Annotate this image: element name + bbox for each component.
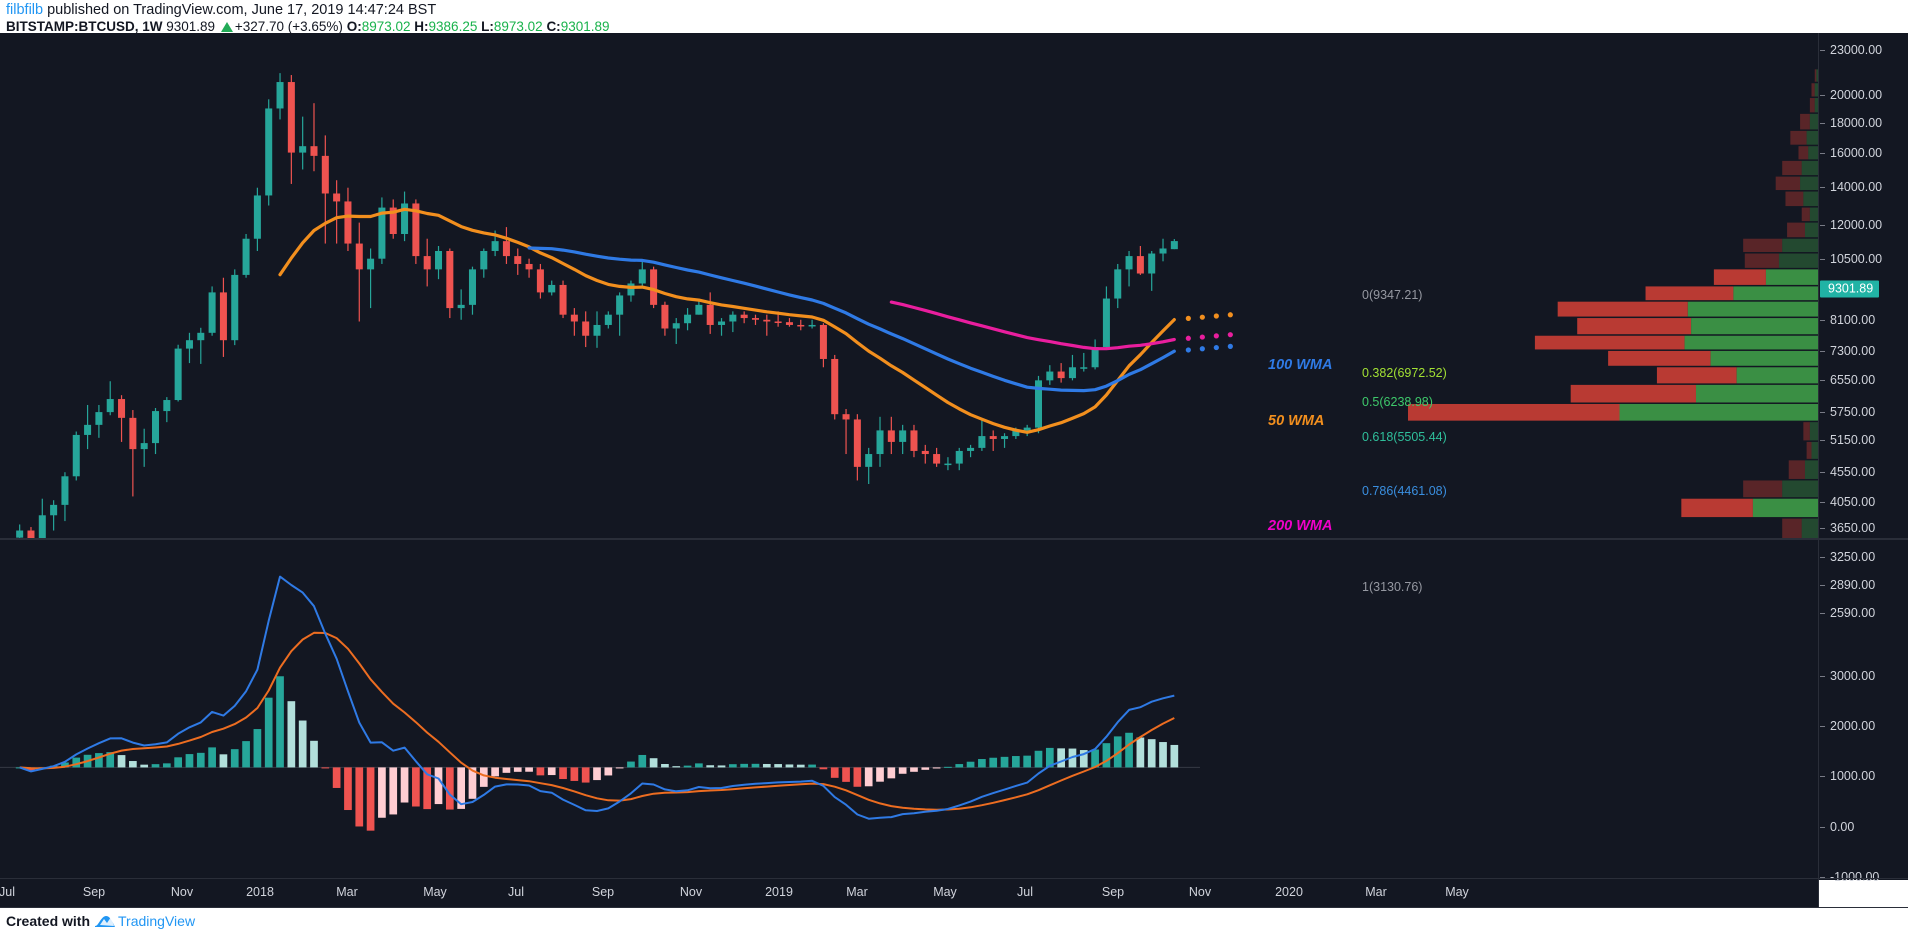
publication-line: filbfilb published on TradingView.com, J… — [6, 2, 436, 18]
symbol-quote-line: BITSTAMP:BTCUSD, 1W 9301.89 +327.70 (+3.… — [6, 19, 610, 34]
time-axis-tick: Jul — [1017, 885, 1033, 899]
price-change: +327.70 (+3.65%) — [234, 19, 343, 34]
macd-axis-tick: 0.00 — [1820, 820, 1854, 834]
price-axis-tick: 18000.00 — [1820, 116, 1882, 130]
time-axis-tick: May — [423, 885, 447, 899]
time-axis-tick: Mar — [1365, 885, 1387, 899]
price-axis-tick: 5150.00 — [1820, 433, 1875, 447]
time-axis-tick: Nov — [679, 885, 703, 899]
fib-level-label: 0.382(6972.52) — [1362, 366, 1447, 380]
chart-header: filbfilb published on TradingView.com, J… — [0, 0, 1908, 34]
price-axis-tick: 6550.00 — [1820, 373, 1875, 387]
fib-level-label: 0(9347.21) — [1362, 288, 1423, 302]
time-axis-tick: Sep — [82, 885, 106, 899]
high-value: 9386.25 — [428, 19, 478, 34]
time-axis-tick: Sep — [591, 885, 615, 899]
footer-credit: Created with TradingView — [6, 913, 195, 930]
price-pane[interactable] — [0, 33, 1818, 538]
time-axis-tick: May — [933, 885, 957, 899]
close-value: 9301.89 — [560, 19, 610, 34]
pane-separator — [0, 878, 1908, 879]
triangle-up-icon — [220, 22, 233, 32]
price-axis-tick: 5750.00 — [1820, 405, 1875, 419]
price-axis-tick: 10500.00 — [1820, 252, 1882, 266]
price-axis-tick: 4550.00 — [1820, 465, 1875, 479]
macd-pane[interactable] — [0, 540, 1818, 880]
open-key: O: — [346, 19, 362, 34]
tradingview-brand[interactable]: TradingView — [118, 913, 196, 929]
fib-level-label: 0.618(5505.44) — [1362, 430, 1447, 444]
price-axis-tick: 23000.00 — [1820, 43, 1882, 57]
current-price-badge[interactable]: 9301.89 — [1820, 280, 1880, 298]
created-with-label: Created with — [6, 913, 91, 929]
price-axis-tick: 14000.00 — [1820, 180, 1882, 194]
time-axis[interactable]: Jul Sep Nov 2018 Mar May Jul Sep Nov 2019 Mar May Ju… — [0, 880, 1818, 908]
price-axis-tick: 2890.00 — [1820, 578, 1875, 592]
price-axis-tick: 16000.00 — [1820, 146, 1882, 160]
time-axis-tick: Nov — [1188, 885, 1212, 899]
volume-profile — [1408, 69, 1818, 538]
price-axis-tick: 12000.00 — [1820, 218, 1882, 232]
low-key: L: — [481, 19, 494, 34]
price-axis-tick: 4050.00 — [1820, 495, 1875, 509]
fib-level-label: 0.5(6238.98) — [1362, 395, 1433, 409]
fib-level-label: 0.786(4461.08) — [1362, 484, 1447, 498]
price-axis-tick: 3250.00 — [1820, 550, 1875, 564]
wma-label-50: 50 WMA — [1268, 413, 1325, 429]
author-name[interactable]: filbfilb — [6, 2, 44, 18]
macd-axis-tick: 1000.00 — [1820, 769, 1875, 783]
open-value: 8973.02 — [361, 19, 411, 34]
pane-separator — [0, 907, 1908, 908]
time-axis-tick: 2018 — [246, 885, 274, 899]
fib-level-label: 1(3130.76) — [1362, 580, 1423, 594]
time-axis-tick: May — [1445, 885, 1469, 899]
wma-label-200: 200 WMA — [1268, 518, 1333, 534]
price-axis[interactable]: 23000.00 20000.00 18000.00 16000.00 14000.00… — [1818, 33, 1908, 884]
price-axis-tick: 20000.00 — [1820, 88, 1882, 102]
time-axis-tick: Jul — [0, 885, 15, 899]
time-axis-tick: Mar — [336, 885, 358, 899]
symbol-label[interactable]: BITSTAMP:BTCUSD, 1W — [6, 19, 163, 34]
macd-axis-tick: 2000.00 — [1820, 719, 1875, 733]
macd-axis-tick: 3000.00 — [1820, 669, 1875, 683]
price-axis-tick: 8100.00 — [1820, 313, 1875, 327]
time-axis-tick: Jul — [508, 885, 524, 899]
pane-separator — [1818, 33, 1819, 908]
pane-separator — [0, 538, 1908, 540]
wma-label-100: 100 WMA — [1268, 357, 1333, 373]
high-key: H: — [414, 19, 429, 34]
time-axis-tick: Nov — [170, 885, 194, 899]
tradingview-logo-icon — [94, 914, 116, 930]
low-value: 8973.02 — [493, 19, 543, 34]
time-axis-tick: 2020 — [1275, 885, 1303, 899]
price-axis-tick: 3650.00 — [1820, 521, 1875, 535]
price-axis-tick: 2590.00 — [1820, 606, 1875, 620]
price-chart-svg — [16, 73, 1233, 538]
published-text: published on TradingView.com, June 17, 2… — [43, 2, 437, 18]
macd-axis-tick: -1000.00 — [1820, 870, 1879, 884]
time-axis-tick: Mar — [846, 885, 868, 899]
close-key: C: — [546, 19, 561, 34]
time-axis-tick: Sep — [1101, 885, 1125, 899]
price-axis-tick: 7300.00 — [1820, 344, 1875, 358]
time-axis-tick: 2019 — [765, 885, 793, 899]
last-price: 9301.89 — [166, 19, 216, 34]
macd-chart-svg — [0, 575, 1200, 831]
